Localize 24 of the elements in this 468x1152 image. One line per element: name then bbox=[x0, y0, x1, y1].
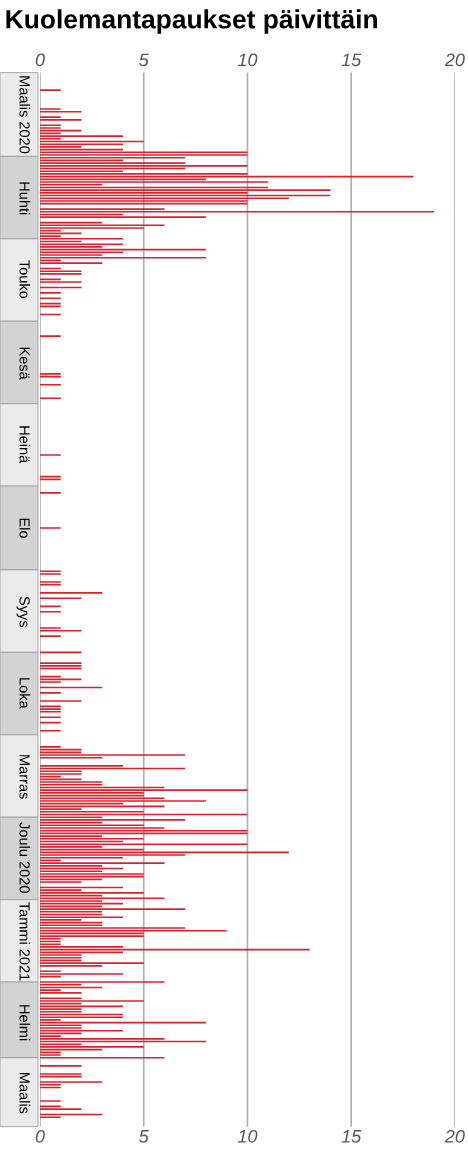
y-tick-label: Joulu 2020 bbox=[19, 822, 31, 893]
x2-tick-label: 15 bbox=[341, 53, 362, 67]
y-tick-label: Marras bbox=[19, 755, 30, 799]
y-tick-label: Kesä bbox=[19, 347, 30, 380]
x-tick-label: 10 bbox=[237, 1129, 258, 1143]
y-tick-label: Loka bbox=[19, 678, 31, 709]
x-tick-label: 20 bbox=[444, 1129, 465, 1143]
x2-tick-label: 10 bbox=[237, 53, 258, 67]
x-tick-label: 15 bbox=[341, 1130, 362, 1143]
x-tick-label: 5 bbox=[139, 1130, 149, 1143]
y-tick-label: Heinä bbox=[19, 426, 31, 464]
y-tick-label: Maalis bbox=[19, 1073, 31, 1114]
y-tick-label: Syys bbox=[16, 596, 30, 628]
y-tick-label: Maalis 2020 bbox=[19, 76, 31, 154]
x2-tick-label: 20 bbox=[444, 53, 465, 67]
x2-tick-label: 5 bbox=[139, 53, 149, 67]
y-tick-label: Huhti bbox=[19, 182, 31, 215]
x-tick-label: 0 bbox=[35, 1129, 45, 1143]
chart-title: Kuolemantapaukset päivittäin bbox=[6, 9, 377, 34]
x2-tick-label: 0 bbox=[35, 53, 45, 67]
y-tick-label: Helmi bbox=[19, 1005, 31, 1041]
y-tick-label: Touko bbox=[19, 260, 31, 299]
y-tick-label: Elo bbox=[19, 518, 31, 538]
y-tick-label: Tammi 2021 bbox=[19, 902, 31, 981]
